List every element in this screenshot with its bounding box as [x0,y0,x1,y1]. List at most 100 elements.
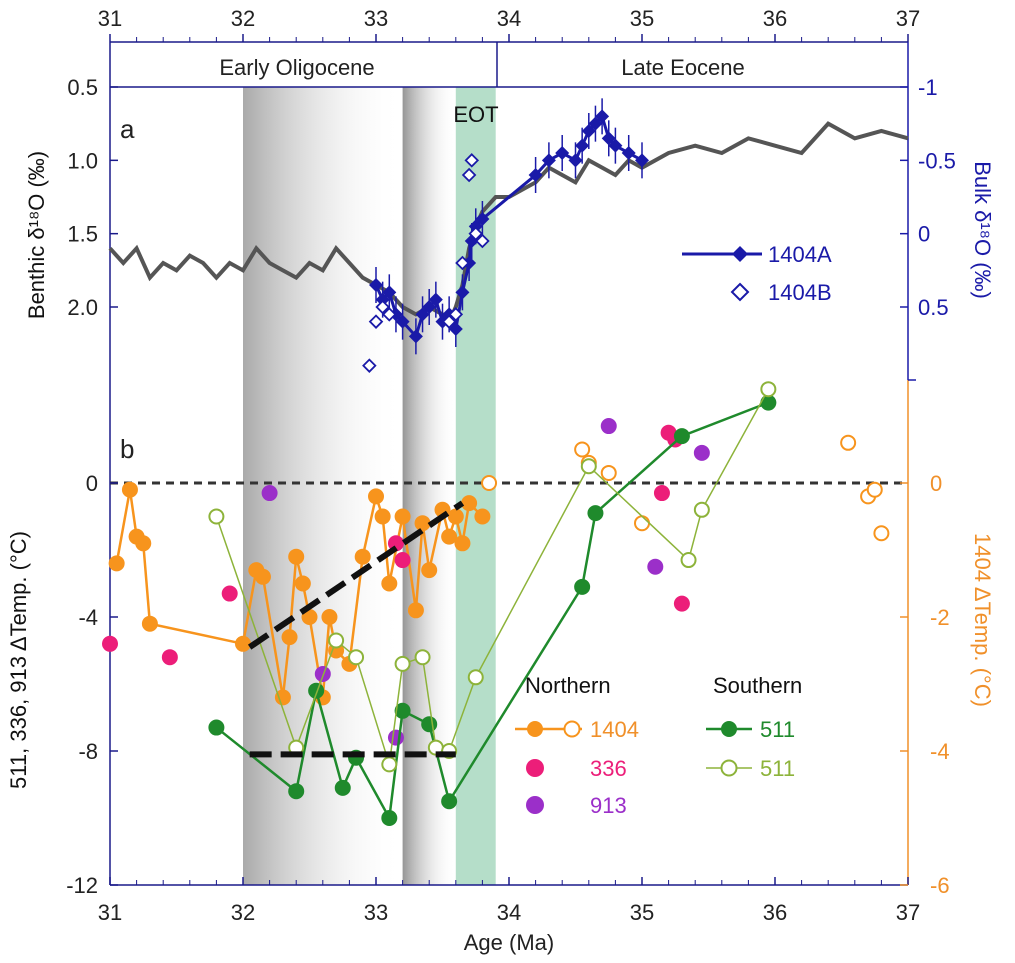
series-1404a-point [541,153,556,168]
series-1404-point [414,515,431,532]
series-913-point [600,418,617,435]
series-511-open-point [680,552,697,569]
left-b-tick-label: -4 [78,605,98,630]
legend-511-open-marker [720,759,738,777]
x-axis-title: Age (Ma) [464,930,554,955]
legend-913-marker [526,796,544,814]
legend-a: 1404A 1404B [682,242,832,305]
series-1404a-point [595,109,610,124]
shading-band-gray-gradient [402,87,456,885]
series-336-point [673,595,690,612]
series-1404-point [407,602,424,619]
series-913-point [261,485,278,502]
series-336-point [221,585,238,602]
series-1404-point [141,615,158,632]
series-1404-open-point [574,441,591,458]
series-1404-point [368,488,384,505]
series-1404b-point [368,314,384,329]
top-tick-label: 34 [497,6,521,31]
series-1404a-point [528,168,543,182]
series-913-point [387,729,404,746]
series-511-open-point [328,632,345,649]
top-tick-label: 35 [630,6,654,31]
bottom-tick-label: 32 [231,900,255,925]
series-1404a-point [621,146,636,160]
left-axis-b: -12 -8 -4 0 [66,471,118,898]
left-a-tick-label: 0.5 [67,75,98,100]
series-1404-point [108,555,125,572]
legend-1404b-marker [730,282,750,302]
trend-line-1 [247,500,465,650]
left-axis-title-b: 511, 336, 913 ΔTemp. (°C) [6,531,31,789]
legend-1404-filled-marker [527,721,543,737]
bottom-tick-label: 33 [364,900,388,925]
legend-southern-title: Southern [713,673,802,698]
legend-1404-label: 1404 [590,717,639,742]
legend-336-label: 336 [590,756,627,781]
top-tick-label: 31 [98,6,122,31]
right-a-tick-label: -0.5 [918,148,956,173]
legend-511-filled-label: 511 [760,717,795,742]
series-913-point [314,665,331,682]
series-913-point [693,444,710,461]
series-511-point [381,810,398,826]
series-1404-point [121,481,138,498]
left-b-tick-label: 0 [86,471,98,496]
right-b-tick-label: -4 [930,739,950,764]
series-1404-open-point [866,481,883,498]
legend-1404-open-marker [563,720,581,738]
series-1404a-point [455,285,470,300]
series-1404-open-point [600,464,617,481]
series-1404-point [421,562,438,579]
top-axis: 31 32 33 34 35 36 37 [98,6,920,42]
panel-label-a: a [120,114,135,144]
series-1404a-point [575,138,590,153]
legend-913-label: 913 [590,793,627,818]
shading-bands [243,87,496,885]
series-1404-point [301,609,318,625]
series-1404a-point [382,285,397,300]
series-1404-open-point [481,475,498,491]
series-511-point [208,719,225,736]
series-511-open-point [414,649,431,666]
series-1404b-point [468,226,484,241]
panel-a-series [108,98,909,373]
legend-511-open-label: 511 [760,756,795,781]
series-1404a-point [555,146,570,160]
series-1404a-point [568,153,583,168]
series-1404-point [288,548,305,565]
series-1404-point [274,689,291,706]
series-511-open-point [580,458,597,475]
legend-511-filled-marker [721,721,737,737]
bottom-tick-label: 34 [497,900,521,925]
left-axis-title-a: Benthic δ¹⁸O (‰) [24,151,49,319]
top-tick-label: 32 [231,6,255,31]
series-511-point [288,783,305,800]
right-axis-title-a: Bulk δ¹⁸O (‰) [970,161,995,299]
panel-label-b: b [120,434,134,464]
legend-336-marker [526,759,544,777]
series-511-open-point [467,669,484,686]
series-1404b-point [455,255,470,271]
series-1404-point [281,629,298,646]
right-axis-a: -1 -0.5 0 0.5 [900,75,956,320]
series-1404-point [454,535,471,552]
right-axis-title-b: 1404 ΔTemp. (°C) [970,533,995,707]
series-1404a-point [408,329,423,344]
right-a-tick-label: 0 [918,222,930,247]
series-511-open-point [394,655,411,672]
legend-b: Northern Southern 1404 336 913 511 511 [515,673,802,818]
top-tick-label: 36 [763,6,787,31]
series-1404a-point [475,212,490,226]
series-1404b-point [362,358,377,373]
series-511-point [760,394,777,411]
left-b-tick-label: -12 [66,873,98,898]
series-1404a-point [395,314,410,329]
legend-1404b-label: 1404B [768,280,832,305]
series-1404-point [135,535,152,552]
right-b-tick-label: -2 [930,605,950,630]
series-336-point [161,649,178,666]
series-1404-point [321,609,338,625]
series-511-point [308,682,325,699]
